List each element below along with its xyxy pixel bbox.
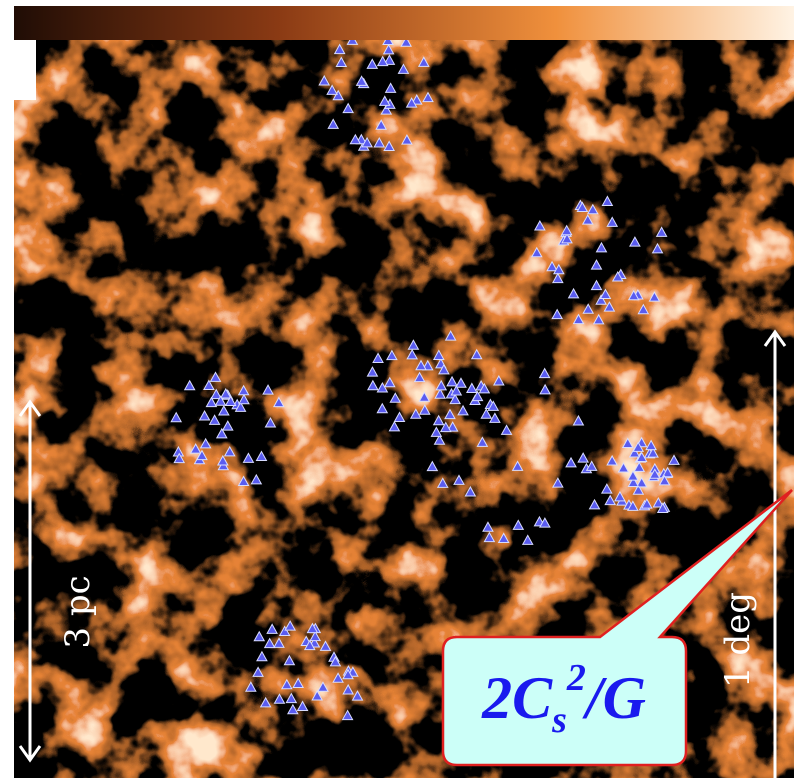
callout-subscript: s bbox=[551, 699, 567, 741]
colorbar-frame bbox=[0, 0, 794, 6]
right-scale-label: 1 deg bbox=[718, 592, 758, 688]
left-edge bbox=[0, 0, 14, 778]
callout-tail: /G bbox=[582, 665, 646, 731]
left-scale-label: 3 pc bbox=[58, 575, 98, 648]
callout-superscript: 2 bbox=[566, 657, 586, 699]
image: 3 pc 1 deg 2Cs2/G bbox=[0, 0, 794, 778]
callout-base: 2C bbox=[481, 665, 553, 731]
left-edge-block bbox=[14, 40, 36, 100]
